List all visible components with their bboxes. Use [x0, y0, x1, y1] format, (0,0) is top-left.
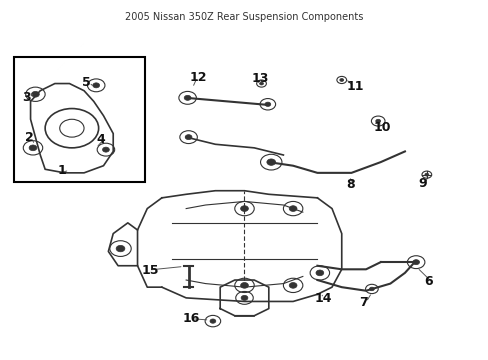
Text: 1: 1 [57, 164, 66, 177]
Circle shape [424, 173, 428, 176]
Text: 13: 13 [251, 72, 268, 85]
Text: 16: 16 [182, 312, 199, 325]
Circle shape [288, 283, 296, 288]
Text: 15: 15 [141, 264, 159, 276]
Text: 11: 11 [346, 80, 364, 93]
Circle shape [185, 135, 192, 140]
Text: 8: 8 [346, 178, 354, 191]
Text: 12: 12 [190, 71, 207, 84]
Text: 9: 9 [418, 177, 427, 190]
Circle shape [369, 287, 373, 291]
Text: 2: 2 [25, 131, 33, 144]
Text: 14: 14 [314, 292, 332, 305]
Circle shape [93, 83, 100, 88]
Circle shape [184, 95, 191, 100]
Circle shape [288, 206, 296, 211]
Circle shape [266, 159, 275, 165]
Text: 2005 Nissan 350Z Rear Suspension Components: 2005 Nissan 350Z Rear Suspension Compone… [125, 12, 363, 22]
Circle shape [375, 119, 380, 123]
FancyBboxPatch shape [14, 57, 144, 182]
Circle shape [29, 145, 37, 151]
Text: 4: 4 [96, 133, 105, 146]
Text: 10: 10 [372, 121, 390, 134]
Circle shape [240, 283, 248, 288]
Circle shape [240, 206, 248, 211]
Text: 5: 5 [81, 76, 90, 89]
Circle shape [116, 246, 124, 252]
Circle shape [264, 102, 270, 107]
Circle shape [339, 78, 343, 81]
Circle shape [412, 260, 419, 265]
Circle shape [31, 91, 39, 97]
Circle shape [209, 319, 215, 323]
Circle shape [241, 296, 247, 300]
Text: 3: 3 [22, 91, 30, 104]
Circle shape [315, 270, 323, 276]
Circle shape [259, 82, 263, 85]
Circle shape [102, 147, 109, 152]
Text: 7: 7 [358, 296, 367, 309]
Text: 6: 6 [424, 275, 432, 288]
